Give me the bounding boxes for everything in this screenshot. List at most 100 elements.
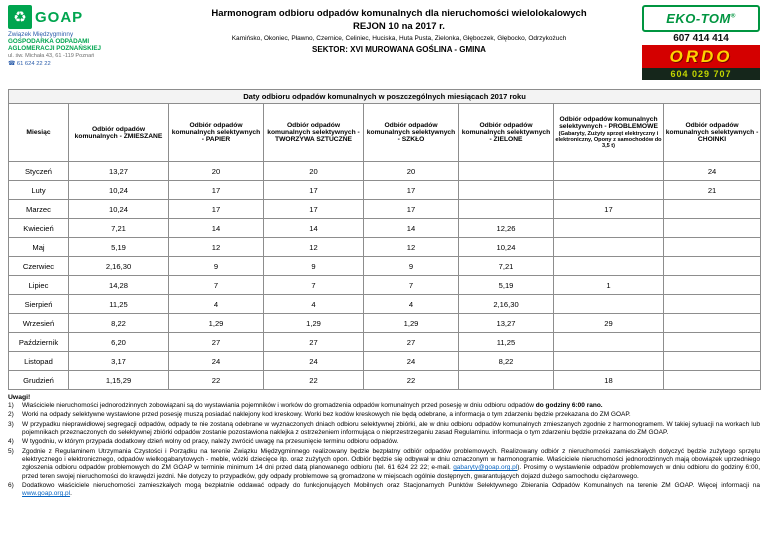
- notes-list: 1) Właściciele nieruchomości jednorodzinn…: [8, 402, 760, 498]
- date-cell: 17: [363, 199, 459, 219]
- table-row: Grudzień 1,15,29 22 22 22 18: [8, 370, 762, 390]
- date-cell: [553, 237, 664, 257]
- note-plain-text: Dodatkowo właściciele nieruchomości zami…: [22, 481, 760, 489]
- org-phone: ☎ 61 624 22 22: [8, 61, 156, 67]
- month-cell: Grudzień: [8, 370, 69, 390]
- note-item: 1) Właściciele nieruchomości jednorodzinn…: [8, 402, 760, 410]
- column-header-2: Odbiór odpadów komunalnych selektywnych …: [168, 103, 264, 162]
- goap-logo-text: GOAP: [35, 8, 84, 26]
- table-row: Kwiecień 7,21 14 14 14 12,26: [8, 218, 762, 238]
- date-cell: 6,20: [68, 332, 169, 352]
- date-cell: 22: [363, 370, 459, 390]
- ekotom-logo: EKO-TOM®: [642, 5, 760, 32]
- month-cell: Czerwiec: [8, 256, 69, 276]
- date-cell: [553, 218, 664, 238]
- column-header-3: Odbiór odpadów komunalnych selektywnych …: [263, 103, 364, 162]
- date-cell: [553, 351, 664, 371]
- date-cell: 7,21: [458, 256, 554, 276]
- note-item: 5) Zgodnie z Regulaminem Utrzymania Czyst…: [8, 448, 760, 481]
- schedule-table-head: Daty odbioru odpadów komunalnych w poszc…: [7, 89, 762, 162]
- date-cell: [662, 237, 762, 257]
- date-cell: 14: [263, 218, 364, 238]
- date-cell: 2,16,30: [458, 294, 554, 314]
- column-header-5: Odbiór odpadów komunalnych selektywnych …: [458, 103, 554, 162]
- note-plain-text: .: [70, 490, 72, 498]
- date-cell: 22: [168, 370, 264, 390]
- note-number: 3): [8, 420, 14, 428]
- goap-logo-icon: ♻: [8, 5, 32, 29]
- column-header-1: Odbiór odpadów komunalnych - ZMIESZANE: [68, 103, 169, 162]
- note-text: W tygodniu, w którym przypada dodatkowy …: [22, 438, 760, 446]
- note-link[interactable]: gabaryty@goap.org.pl: [453, 464, 518, 472]
- note-number: 4): [8, 438, 14, 446]
- ordo-phone: 604 029 707: [642, 68, 760, 80]
- date-cell: 11,25: [68, 294, 169, 314]
- org-address: ul. św. Michała 43, 61 -119 Poznań: [8, 53, 95, 59]
- document-header: ♻ GOAP Związek Międzygminny GOSPODARKA O…: [8, 5, 760, 85]
- date-cell: 12: [263, 237, 364, 257]
- date-cell: [458, 161, 554, 181]
- month-cell: Sierpień: [8, 294, 69, 314]
- date-cell: [458, 199, 554, 219]
- date-cell: 12,26: [458, 218, 554, 238]
- date-cell: 17: [263, 199, 364, 219]
- goap-logo: ♻ GOAP: [8, 5, 156, 29]
- note-number: 2): [8, 411, 14, 419]
- date-cell: 4: [263, 294, 364, 314]
- date-cell: 27: [263, 332, 364, 352]
- note-plain-text: Worki na odpady selektywne wystawione pr…: [22, 411, 631, 419]
- note-item: 3) W przypadku nieprawidłowej segregacji …: [8, 421, 760, 438]
- schedule-table-body: Styczeń 13,27 20 20 20 24 Luty 10,24 17 17 17 21 Mar…: [8, 161, 762, 390]
- date-cell: 3,17: [68, 351, 169, 371]
- table-row: Wrzesień 8,22 1,29 1,29 1,29 13,27 29: [8, 313, 762, 333]
- date-cell: 10,24: [68, 180, 169, 200]
- column-header-7: Odbiór odpadów komunalnych selektywnych …: [662, 103, 762, 162]
- date-cell: 1,15,29: [68, 370, 169, 390]
- month-cell: Wrzesień: [8, 313, 69, 333]
- note-plain-text: Właściciele nieruchomości jednorodzinnyc…: [22, 402, 536, 409]
- date-cell: 24: [662, 161, 762, 181]
- date-cell: 8,22: [458, 351, 554, 371]
- date-cell: 4: [363, 294, 459, 314]
- note-text: Dodatkowo właściciele nieruchomości zami…: [22, 482, 760, 499]
- note-plain-text: ). Prosimy o wystawienie odpadów problem…: [22, 464, 760, 480]
- date-cell: 5,19: [458, 275, 554, 295]
- column-header-6: Odbiór odpadów komunalnych selektywnych …: [553, 103, 664, 162]
- date-cell: 7: [168, 275, 264, 295]
- title-block: Harmonogram odbioru odpadów komunalnych …: [156, 5, 642, 54]
- column-header-4: Odbiór odpadów komunalnych selektywnych …: [363, 103, 459, 162]
- note-item: 4) W tygodniu, w którym przypada dodatkow…: [8, 438, 760, 446]
- note-text: W przypadku nieprawidłowej segregacji od…: [22, 421, 760, 438]
- notes-heading: Uwagi!: [8, 394, 31, 401]
- table-row: Marzec 10,24 17 17 17 17: [8, 199, 762, 219]
- date-cell: 20: [363, 161, 459, 181]
- month-cell: Kwiecień: [8, 218, 69, 238]
- note-link[interactable]: www.goap.org.pl: [22, 490, 71, 498]
- month-cell: Luty: [8, 180, 69, 200]
- date-cell: 20: [263, 161, 364, 181]
- column-header-0: Miesiąc: [8, 103, 69, 162]
- date-cell: 1,29: [363, 313, 459, 333]
- date-cell: 17: [553, 199, 664, 219]
- date-cell: 10,24: [458, 237, 554, 257]
- date-cell: [662, 199, 762, 219]
- note-bold-text: do godziny 6:00 rano.: [535, 402, 603, 409]
- sector-title: SEKTOR: XVI MUROWANA GOŚLINA - GMINA: [312, 45, 486, 54]
- date-cell: 20: [168, 161, 264, 181]
- date-cell: 1,29: [263, 313, 364, 333]
- date-cell: 24: [168, 351, 264, 371]
- date-cell: 10,24: [68, 199, 169, 219]
- date-cell: [662, 370, 762, 390]
- note-number: 5): [8, 447, 14, 455]
- date-cell: 27: [363, 332, 459, 352]
- table-row: Styczeń 13,27 20 20 20 24: [8, 161, 762, 181]
- date-cell: [662, 275, 762, 295]
- table-caption: Daty odbioru odpadów komunalnych w poszc…: [7, 89, 762, 104]
- date-cell: [553, 332, 664, 352]
- registered-mark-icon: ®: [730, 13, 736, 20]
- table-row: Czerwiec 2,16,30 9 9 9 7,21: [8, 256, 762, 276]
- month-cell: Styczeń: [8, 161, 69, 181]
- table-row: Maj 5,19 12 12 12 10,24: [8, 237, 762, 257]
- note-plain-text: W tygodniu, w którym przypada dodatkowy …: [22, 438, 399, 446]
